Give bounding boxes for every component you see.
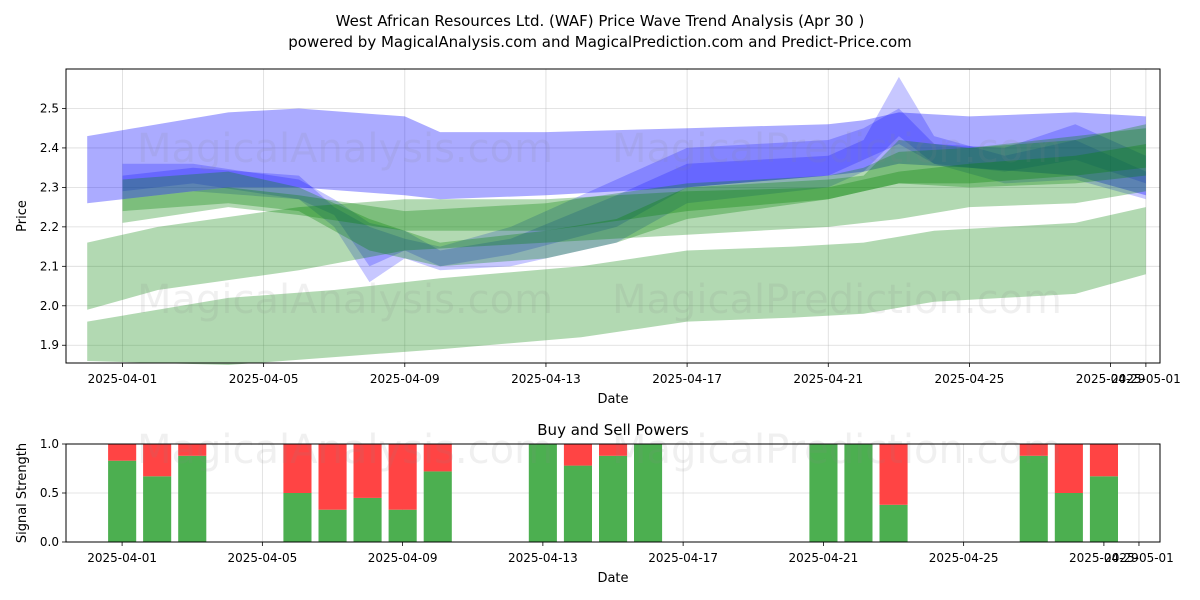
- price-y-tick-label: 2.3: [40, 180, 59, 194]
- buy-power-bar: [879, 504, 908, 542]
- buy-power-bar: [1089, 476, 1118, 542]
- sell-power-bar: [1089, 444, 1118, 477]
- buy-power-bar: [844, 444, 873, 542]
- buy-power-bar: [528, 444, 557, 542]
- buy-power-bar: [423, 471, 452, 542]
- signal-x-tick-label: 2025-04-17: [648, 551, 718, 565]
- price-y-tick-label: 2.5: [40, 101, 59, 115]
- price-x-tick-label: 2025-04-09: [370, 372, 440, 386]
- buy-power-bar: [353, 497, 382, 542]
- price-x-ticks: 2025-04-01 2025-04-05 2025-04-09 2025-04-13…: [88, 363, 1181, 386]
- watermark-prediction-bottom: MagicalPrediction.com: [612, 427, 1062, 473]
- sell-power-bar: [879, 444, 908, 505]
- price-band-green-bottom: [87, 207, 1146, 365]
- price-x-tick-label: 2025-04-21: [793, 372, 863, 386]
- watermark-analysis-top: MagicalAnalysis.com: [137, 126, 553, 172]
- price-wave-panel: MagicalAnalysis.com MagicalPrediction.co…: [15, 68, 1181, 407]
- buy-power-bar: [108, 460, 137, 542]
- buy-power-bar: [283, 493, 312, 542]
- sell-power-bar: [283, 444, 312, 493]
- signal-y-tick-label: 1.0: [40, 437, 59, 451]
- buy-power-bar: [1054, 493, 1083, 542]
- price-bands: [87, 76, 1146, 365]
- signal-x-tick-label: 2025-04-21: [789, 551, 859, 565]
- sell-power-bar: [388, 444, 417, 510]
- signal-x-tick-label: 2025-04-25: [929, 551, 999, 565]
- signal-x-tick-label: 2025-04-01: [87, 551, 157, 565]
- signal-y-tick-label: 0.5: [40, 486, 59, 500]
- buy-power-bar: [809, 444, 838, 542]
- price-x-tick-label: 2025-04-29: [1076, 372, 1146, 386]
- price-y-tick-label: 2.2: [40, 220, 59, 234]
- price-band-green-mid: [122, 128, 1146, 267]
- price-y-axis-label: Price: [15, 200, 30, 232]
- buy-power-bar: [1019, 455, 1048, 542]
- signal-x-axis-label: Date: [597, 571, 628, 586]
- sell-power-bar: [423, 444, 452, 472]
- price-band-blue-wave-2: [122, 108, 1146, 267]
- buy-power-bar: [563, 465, 592, 542]
- buy-power-bar: [634, 444, 663, 542]
- price-x-tick-label: 2025-04-05: [229, 372, 299, 386]
- buy-power-bar: [599, 455, 628, 542]
- price-y-tick-label: 2.1: [40, 259, 59, 273]
- signal-x-tick-label: 2025-04-29: [1069, 551, 1139, 565]
- price-y-tick-label: 1.9: [40, 338, 59, 352]
- signal-panel-title: Buy and Sell Powers: [537, 421, 689, 439]
- price-panel-background: [66, 69, 1160, 363]
- price-y-tick-label: 2.0: [40, 299, 59, 313]
- signal-x-tick-label: 2025-04-05: [227, 551, 297, 565]
- sell-power-bar: [1054, 444, 1083, 493]
- price-panel-frame: [65, 68, 1161, 364]
- signal-x-ticks: 2025-04-01 2025-04-05 2025-04-09 2025-04-13…: [87, 542, 1174, 565]
- sell-power-bar: [1019, 444, 1048, 456]
- price-band-blue-wide: [87, 108, 1146, 204]
- price-x-tick-label: 2025-05-01: [1111, 372, 1181, 386]
- price-band-green-upper: [122, 124, 1146, 231]
- signal-x-tick-label: 2025-04-09: [368, 551, 438, 565]
- buy-power-bar: [318, 509, 347, 542]
- sell-power-bar: [178, 444, 207, 456]
- sell-power-bar: [563, 444, 592, 466]
- sell-power-bar: [143, 444, 172, 477]
- signal-y-tick-label: 0.0: [40, 535, 59, 549]
- chart-title-line1: West African Resources Ltd. (WAF) Price …: [336, 12, 865, 30]
- signal-x-tick-label: 2025-05-01: [1104, 551, 1174, 565]
- price-x-tick-label: 2025-04-13: [511, 372, 581, 386]
- watermark-analysis-mid: MagicalAnalysis.com: [137, 277, 553, 323]
- price-y-ticks: 1.9 2.0 2.1 2.2 2.3 2.4 2.5: [40, 101, 66, 352]
- price-x-axis-label: Date: [597, 392, 628, 407]
- signal-y-ticks: 0.0 0.5 1.0: [40, 437, 66, 549]
- chart-title-line2: powered by MagicalAnalysis.com and Magic…: [288, 33, 912, 51]
- buy-power-bar: [143, 476, 172, 542]
- price-band-blue-wave-1: [122, 76, 1146, 283]
- price-band-green-lower: [87, 144, 1146, 310]
- signal-x-tick-label: 2025-04-13: [508, 551, 578, 565]
- price-y-tick-label: 2.4: [40, 141, 59, 155]
- watermark-prediction-mid: MagicalPrediction.com: [612, 277, 1062, 323]
- price-x-tick-label: 2025-04-17: [652, 372, 722, 386]
- price-x-tick-label: 2025-04-25: [935, 372, 1005, 386]
- sell-power-bar: [318, 444, 347, 510]
- buy-power-bar: [178, 455, 207, 542]
- signal-y-axis-label: Signal Strength: [15, 443, 30, 543]
- sell-power-bar: [599, 444, 628, 456]
- price-grid: [66, 69, 1160, 363]
- watermark-prediction-top: MagicalPrediction.com: [612, 126, 1062, 172]
- sell-power-bar: [353, 444, 382, 498]
- watermark-analysis-bottom: MagicalAnalysis.com: [137, 427, 553, 473]
- sell-power-bar: [108, 444, 137, 461]
- signal-strength-panel: Buy and Sell Powers MagicalAnalysis.com …: [15, 421, 1174, 586]
- signal-bars: [108, 444, 1118, 542]
- price-x-tick-label: 2025-04-01: [88, 372, 158, 386]
- buy-power-bar: [388, 509, 417, 542]
